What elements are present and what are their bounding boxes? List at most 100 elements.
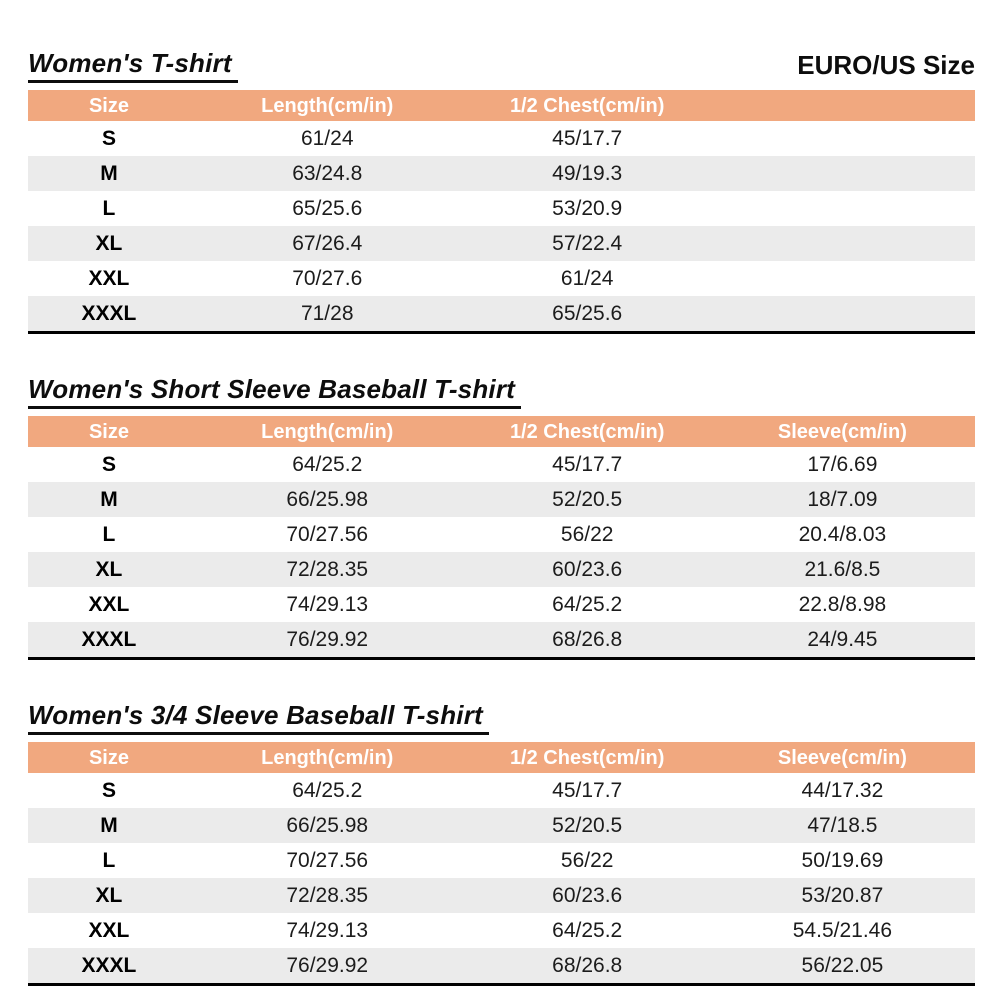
table-row: XXXL 76/29.92 68/26.8 56/22.05 — [28, 948, 975, 983]
value-cell: 53/20.9 — [552, 197, 623, 220]
tables-mount: Women's T-shirt EURO/US Size Size Length(… — [28, 48, 975, 986]
table-row: M 66/25.98 52/20.5 47/18.5 — [28, 808, 975, 843]
table-row: XXL 74/29.13 64/25.2 54.5/21.46 — [28, 913, 975, 948]
size-cell: XXL — [88, 267, 130, 290]
value-cell: 72/28.35 — [286, 884, 369, 907]
value-cell: 74/29.13 — [286, 593, 369, 616]
size-cell: XL — [95, 884, 123, 907]
value-cell: 70/27.56 — [286, 849, 369, 872]
size-cell: M — [100, 488, 118, 511]
value-cell: 49/19.3 — [552, 162, 623, 185]
value-cell: 61/24 — [300, 127, 354, 150]
value-cell: 70/27.56 — [286, 523, 369, 546]
value-cell: 66/25.98 — [286, 488, 369, 511]
value-cell: 45/17.7 — [552, 127, 623, 150]
column-header: Sleeve(cm/in) — [777, 420, 907, 443]
size-cell: L — [102, 197, 116, 220]
value-cell: 44/17.32 — [801, 779, 884, 802]
value-cell: 61/24 — [560, 267, 614, 290]
size-cell: S — [101, 779, 116, 802]
size-cell: XXXL — [81, 302, 137, 325]
table-row: S 61/24 45/17.7 — [28, 121, 975, 156]
table-row: L 70/27.56 56/22 50/19.69 — [28, 843, 975, 878]
value-cell: 60/23.6 — [552, 884, 623, 907]
column-header: 1/2 Chest(cm/in) — [509, 746, 665, 769]
size-cell: S — [101, 453, 116, 476]
value-cell: 53/20.87 — [801, 884, 884, 907]
value-cell: 50/19.69 — [801, 849, 884, 872]
size-cell: XL — [95, 558, 123, 581]
table-row: S 64/25.2 45/17.7 17/6.69 — [28, 447, 975, 482]
table-header-row: Size Length(cm/in) 1/2 Chest(cm/in) Sleeve(… — [28, 416, 975, 447]
table-row: XXL 74/29.13 64/25.2 22.8/8.98 — [28, 587, 975, 622]
table-row: XL 67/26.4 57/22.4 — [28, 226, 975, 261]
size-cell: XL — [95, 232, 123, 255]
value-cell: 20.4/8.03 — [798, 523, 887, 546]
value-cell: 64/25.2 — [292, 779, 363, 802]
value-cell: 18/7.09 — [807, 488, 878, 511]
value-cell: 74/29.13 — [286, 919, 369, 942]
table-row: XL 72/28.35 60/23.6 21.6/8.5 — [28, 552, 975, 587]
size-cell: XXXL — [81, 954, 137, 977]
size-cell: XXXL — [81, 628, 137, 651]
column-header: Size — [88, 420, 129, 443]
size-table-section: Women's 3/4 Sleeve Baseball T-shirt Size… — [28, 700, 975, 986]
value-cell: 64/25.2 — [552, 593, 623, 616]
value-cell: 64/25.2 — [292, 453, 363, 476]
value-cell: 47/18.5 — [807, 814, 878, 837]
table-row: XL 72/28.35 60/23.6 53/20.87 — [28, 878, 975, 913]
table-row: M 63/24.8 49/19.3 — [28, 156, 975, 191]
value-cell: 56/22.05 — [801, 954, 884, 977]
value-cell: 71/28 — [300, 302, 354, 325]
value-cell: 63/24.8 — [292, 162, 363, 185]
size-table-section: Women's T-shirt EURO/US Size Size Length(… — [28, 48, 975, 334]
size-table: Size Length(cm/in) 1/2 Chest(cm/in) S 61/24 4… — [28, 90, 975, 334]
table-title-row: Women's 3/4 Sleeve Baseball T-shirt — [28, 700, 975, 735]
column-header: 1/2 Chest(cm/in) — [509, 94, 665, 117]
size-table-section: Women's Short Sleeve Baseball T-shirt Si… — [28, 374, 975, 660]
value-cell: 52/20.5 — [552, 488, 623, 511]
size-cell: L — [102, 849, 116, 872]
table-row: M 66/25.98 52/20.5 18/7.09 — [28, 482, 975, 517]
size-table: Size Length(cm/in) 1/2 Chest(cm/in) Sleeve(… — [28, 742, 975, 986]
value-cell: 45/17.7 — [552, 779, 623, 802]
value-cell: 76/29.92 — [286, 954, 369, 977]
size-cell: XXL — [88, 593, 130, 616]
column-header: Sleeve(cm/in) — [777, 746, 907, 769]
table-title: Women's 3/4 Sleeve Baseball T-shirt — [28, 700, 489, 735]
value-cell: 21.6/8.5 — [804, 558, 881, 581]
value-cell: 65/25.6 — [292, 197, 363, 220]
value-cell: 67/26.4 — [292, 232, 363, 255]
size-cell: L — [102, 523, 116, 546]
value-cell: 57/22.4 — [552, 232, 623, 255]
value-cell: 76/29.92 — [286, 628, 369, 651]
column-header: 1/2 Chest(cm/in) — [509, 420, 665, 443]
table-header-row: Size Length(cm/in) 1/2 Chest(cm/in) — [28, 90, 975, 121]
value-cell: 72/28.35 — [286, 558, 369, 581]
value-cell: 17/6.69 — [807, 453, 878, 476]
column-header: Size — [88, 746, 129, 769]
value-cell: 54.5/21.46 — [792, 919, 893, 942]
table-row: S 64/25.2 45/17.7 44/17.32 — [28, 773, 975, 808]
table-row: L 65/25.6 53/20.9 — [28, 191, 975, 226]
table-row: XXL 70/27.6 61/24 — [28, 261, 975, 296]
column-header: Length(cm/in) — [261, 420, 394, 443]
column-header: Length(cm/in) — [261, 94, 394, 117]
value-cell: 68/26.8 — [552, 954, 623, 977]
value-cell: 52/20.5 — [552, 814, 623, 837]
table-row: L 70/27.56 56/22 20.4/8.03 — [28, 517, 975, 552]
table-row: XXXL 76/29.92 68/26.8 24/9.45 — [28, 622, 975, 657]
value-cell: 68/26.8 — [552, 628, 623, 651]
table-title: Women's Short Sleeve Baseball T-shirt — [28, 374, 522, 409]
size-cell: M — [100, 814, 118, 837]
value-cell: 70/27.6 — [292, 267, 363, 290]
value-cell: 65/25.6 — [552, 302, 623, 325]
table-title: Women's T-shirt — [28, 48, 238, 83]
size-cell: M — [100, 162, 118, 185]
value-cell: 66/25.98 — [286, 814, 369, 837]
column-header: Length(cm/in) — [261, 746, 394, 769]
value-cell: 56/22 — [560, 523, 614, 546]
column-header: Size — [88, 94, 129, 117]
value-cell: 56/22 — [560, 849, 614, 872]
